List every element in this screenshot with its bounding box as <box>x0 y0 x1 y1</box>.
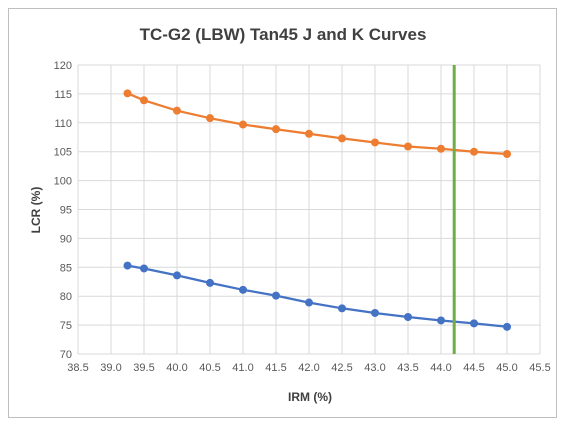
x-tick-label: 44.0 <box>430 362 451 374</box>
y-tick-label: 115 <box>54 89 72 101</box>
series-layer <box>123 89 511 331</box>
x-tick-label: 42.5 <box>331 362 352 374</box>
y-tick-label: 110 <box>54 118 72 130</box>
chart-title: TC-G2 (LBW) Tan45 J and K Curves <box>140 25 427 44</box>
series-1-point <box>239 120 247 129</box>
x-tick-label: 41.5 <box>265 362 286 374</box>
series-1-point <box>437 144 445 153</box>
series-1-point <box>173 106 181 115</box>
series-2-point <box>503 322 511 331</box>
x-tick-label: 38.5 <box>67 362 88 374</box>
x-tick-label: 41.0 <box>232 362 253 374</box>
series-2-point <box>206 278 214 287</box>
series-2-point <box>338 304 346 313</box>
series-2-point <box>470 319 478 328</box>
y-tick-labels: 70 75 80 85 90 95 100 105 110 115 120 <box>54 60 72 361</box>
series-2-point <box>140 264 148 273</box>
x-tick-label: 40.0 <box>166 362 187 374</box>
series-1-point <box>503 150 511 159</box>
x-tick-labels: 38.5 39.0 39.5 40.0 40.5 41.0 41.5 42.0 42.5 43.0… <box>67 362 550 374</box>
y-tick-label: 95 <box>60 205 72 217</box>
series-1-point <box>371 138 379 147</box>
series-1-point <box>404 142 412 151</box>
x-tick-label: 43.0 <box>364 362 385 374</box>
x-tick-label: 45.5 <box>529 362 550 374</box>
series-2-point <box>272 291 280 300</box>
series-2-point <box>404 313 412 322</box>
series-1-point <box>140 96 148 105</box>
x-axis-label: IRM (%) <box>288 390 332 404</box>
series-1-point <box>123 89 132 98</box>
series-2-point <box>437 316 445 325</box>
y-tick-label: 90 <box>60 233 72 245</box>
x-tick-label: 40.5 <box>199 362 220 374</box>
series-1-line <box>127 92 508 156</box>
series-1-point <box>338 134 346 143</box>
series-1-point <box>305 129 313 138</box>
series-2-point <box>173 271 181 280</box>
x-tick-label: 43.5 <box>397 362 418 374</box>
x-tick-label: 39.5 <box>133 362 154 374</box>
y-tick-label: 85 <box>60 262 72 274</box>
series-2-point <box>123 261 132 270</box>
y-tick-label: 100 <box>54 176 72 188</box>
series-1-point <box>206 114 214 123</box>
series-1-point <box>272 125 280 134</box>
y-tick-label: 120 <box>54 60 72 72</box>
y-tick-label: 80 <box>60 291 72 303</box>
y-tick-label: 105 <box>54 147 72 159</box>
x-tick-label: 39.0 <box>100 362 121 374</box>
x-tick-label: 42.0 <box>298 362 319 374</box>
y-tick-label: 75 <box>60 320 72 332</box>
x-tick-label: 44.5 <box>463 362 484 374</box>
series-2-point <box>305 298 313 307</box>
series-2-point <box>371 308 379 317</box>
chart-frame <box>8 8 557 418</box>
x-tick-label: 45.0 <box>496 362 517 374</box>
gridlines <box>77 64 541 355</box>
y-tick-label: 70 <box>60 349 72 361</box>
series-2-point <box>239 285 247 294</box>
y-axis-label: LCR (%) <box>29 187 43 234</box>
series-1-point <box>470 147 478 156</box>
